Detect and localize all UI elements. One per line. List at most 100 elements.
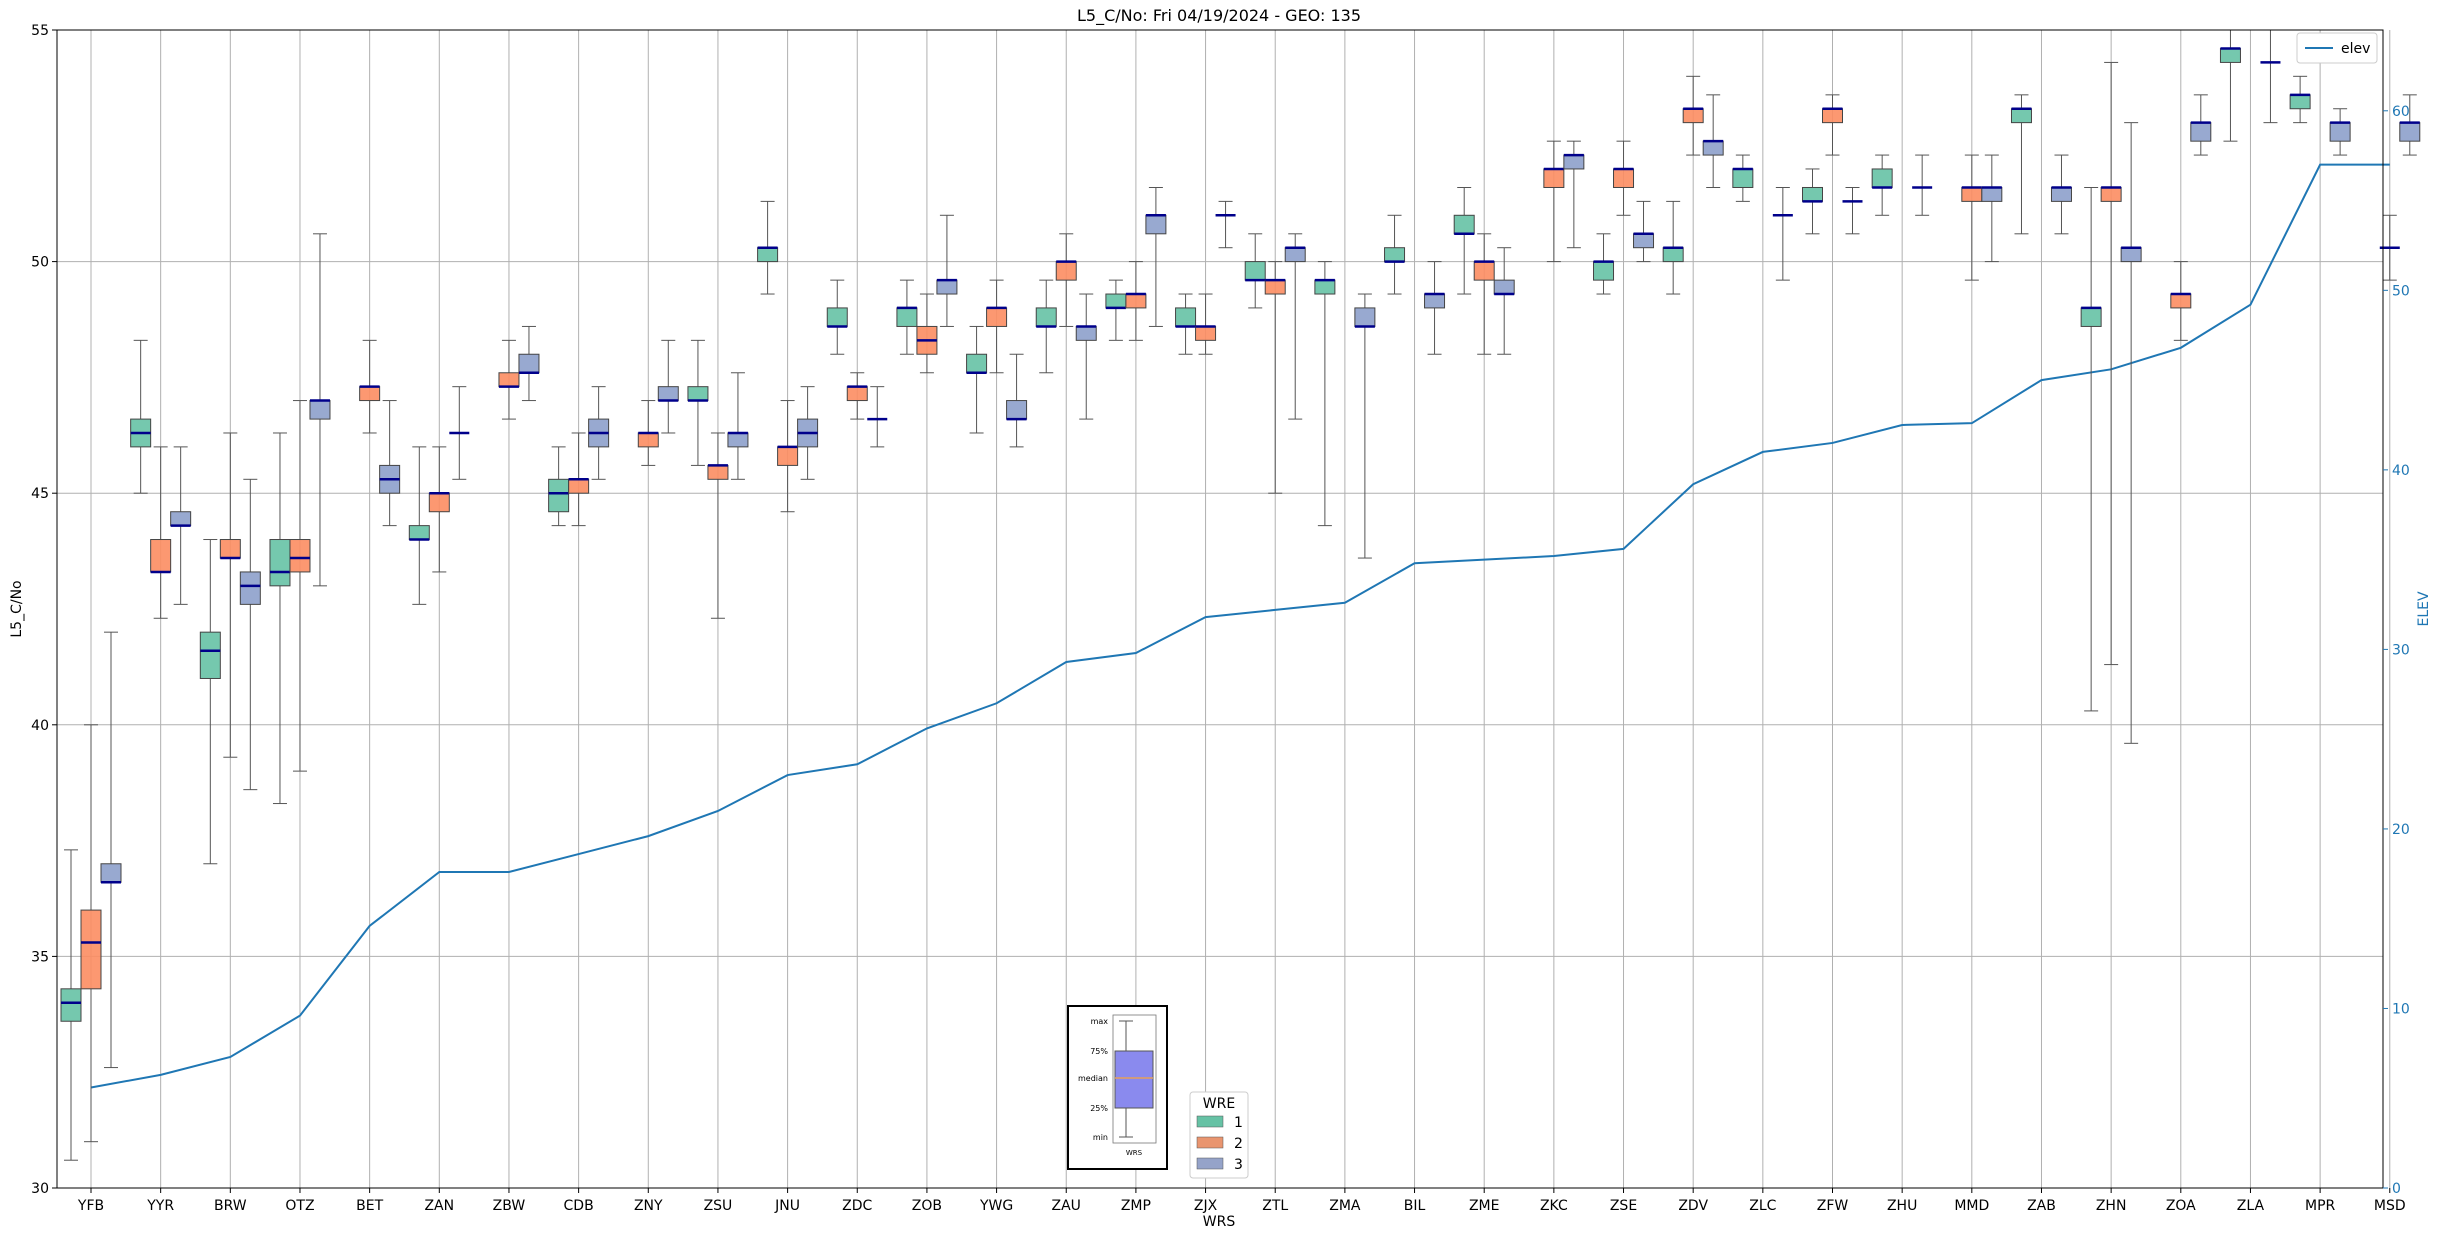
box-wre2-bet	[359, 339, 381, 434]
box-wre1-zhn	[2080, 186, 2102, 712]
box-wre2-mmd	[1961, 154, 1983, 281]
iqr-box	[1613, 168, 1635, 188]
box-wre2-zau	[1055, 233, 1077, 327]
x-tick-label: YWG	[979, 1198, 1013, 1214]
iqr-box	[359, 386, 381, 402]
box-wre3-zkc	[1563, 140, 1585, 249]
box-wre1-zan	[408, 446, 430, 605]
iqr-box	[2080, 307, 2102, 327]
box-wre1-zau	[1035, 279, 1057, 374]
x-tick-label: CDB	[564, 1198, 594, 1214]
chart-title: L5_C/No: Fri 04/19/2024 - GEO: 135	[1077, 6, 1361, 26]
elev-legend-label: elev	[2341, 41, 2370, 57]
x-tick-label: ZME	[1469, 1198, 1500, 1214]
y-tick-label: 45	[31, 486, 49, 502]
x-tick-label: ZTL	[1262, 1198, 1288, 1214]
iqr-box	[548, 478, 570, 513]
wre-legend-swatch-1	[1196, 1115, 1224, 1128]
iqr-box	[637, 432, 659, 448]
x-tick-label: MSD	[2374, 1198, 2406, 1214]
iqr-box	[777, 446, 799, 466]
iqr-box	[657, 386, 679, 402]
iqr-box	[2399, 122, 2421, 142]
iqr-box	[1125, 293, 1147, 309]
wre-legend-title: WRE	[1203, 1096, 1235, 1112]
box-wre2-zoa	[2170, 261, 2192, 341]
x-tick-label: ZLA	[2237, 1198, 2265, 1214]
box-wre3-zhu	[1912, 154, 1933, 216]
y2-tick-label: 30	[2392, 642, 2410, 658]
box-wre2-otz	[289, 400, 311, 772]
iqr-box	[1453, 214, 1475, 235]
box-wre1-zla	[2219, 29, 2241, 142]
x-tick-label: ZSU	[704, 1198, 733, 1214]
iqr-box	[1105, 293, 1127, 309]
x-tick-label: JNU	[774, 1198, 800, 1214]
x-tick-label: MPR	[2305, 1198, 2336, 1214]
box-wre2-zjx	[1195, 293, 1217, 355]
box-wre2-zob	[916, 293, 938, 374]
box-wre2-zbw	[498, 339, 520, 420]
iqr-box	[986, 307, 1008, 327]
box-wre3-otz	[309, 233, 331, 587]
iqr-box	[1035, 307, 1057, 327]
iqr-box	[1682, 108, 1704, 124]
box-wre2-zan	[428, 446, 450, 573]
iqr-box	[428, 492, 450, 513]
x-tick-label: YFB	[77, 1198, 104, 1214]
iqr-box	[1732, 168, 1754, 188]
inset-label-75: 75%	[1090, 1047, 1108, 1056]
iqr-box	[1314, 279, 1336, 295]
wre-legend-swatch-3	[1196, 1157, 1224, 1170]
iqr-box	[2329, 122, 2351, 142]
wre-legend-frame	[1189, 1091, 1249, 1179]
box-wre1-jnu	[757, 200, 779, 295]
inset-label-min: min	[1093, 1133, 1108, 1142]
x-tick-label: YYR	[146, 1198, 174, 1214]
box-wre1-zjx	[1175, 293, 1197, 355]
iqr-box	[2120, 247, 2142, 263]
box-wre2-zkc	[1543, 140, 1565, 263]
iqr-box	[568, 478, 590, 494]
box-wre2-cdb	[568, 432, 590, 527]
elev-legend-frame	[2296, 32, 2378, 64]
grid	[57, 29, 2391, 1189]
box-wre1-cdb	[548, 446, 570, 527]
iqr-box	[826, 307, 848, 327]
iqr-box	[1424, 293, 1446, 309]
box-wre2-yyr	[150, 446, 172, 619]
box-wre1-zab	[2010, 94, 2032, 235]
iqr-box	[239, 571, 261, 605]
box-wre2-yfb	[80, 724, 102, 1143]
x-tick-label: ZHN	[2096, 1198, 2127, 1214]
iqr-box	[1593, 261, 1615, 281]
x-tick-label: ZOB	[912, 1198, 942, 1214]
box-wre1-mpr	[2289, 75, 2311, 124]
y-tick-label: 35	[31, 949, 49, 965]
y2-tick-label: 0	[2392, 1181, 2401, 1197]
box-wre3-zlc	[1772, 186, 1793, 281]
box-wre1-zme	[1453, 186, 1475, 295]
iqr-box	[1633, 233, 1655, 249]
box-wre3-zdc	[867, 386, 888, 448]
x-tick-label: ZKC	[1540, 1198, 1568, 1214]
iqr-box	[150, 539, 172, 573]
box-wre3-zan	[449, 386, 470, 480]
x-tick-label: OTZ	[285, 1198, 314, 1214]
box-wre2-zdv	[1682, 75, 1704, 156]
box-wre1-zlc	[1732, 154, 1754, 202]
iqr-box	[1354, 307, 1376, 327]
iqr-box	[1802, 186, 1823, 202]
y2-tick-label: 50	[2392, 283, 2410, 299]
y2-tick-label: 20	[2392, 822, 2410, 838]
iqr-box	[1871, 168, 1893, 188]
box-wre3-zme	[1493, 247, 1515, 355]
x-tick-label: ZDV	[1678, 1198, 1708, 1214]
plot-frame	[56, 29, 2384, 1189]
iqr-box	[309, 400, 331, 420]
x-tick-label: BET	[356, 1198, 383, 1214]
x-tick-label: ZAU	[1052, 1198, 1081, 1214]
y-axis-ticks: 30 35 40 45 50 55	[31, 23, 57, 1197]
iqr-box	[707, 464, 729, 480]
iqr-box	[1284, 247, 1306, 263]
